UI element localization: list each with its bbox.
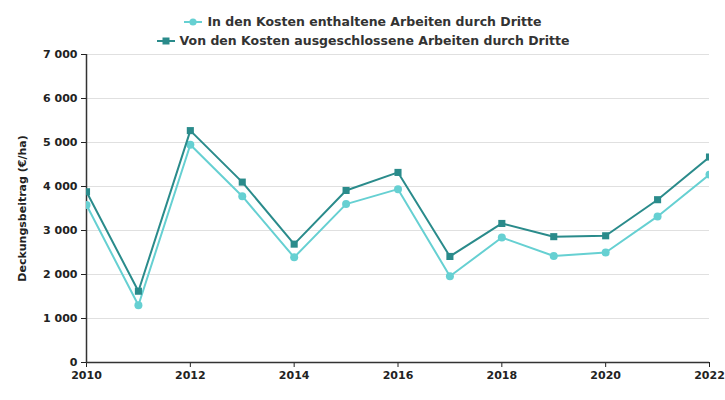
svg-text:3 000: 3 000 bbox=[43, 224, 78, 237]
svg-text:2018: 2018 bbox=[487, 369, 518, 382]
svg-text:5 000: 5 000 bbox=[43, 136, 78, 149]
svg-text:0: 0 bbox=[70, 356, 78, 369]
svg-text:2016: 2016 bbox=[383, 369, 414, 382]
svg-text:1 000: 1 000 bbox=[43, 312, 78, 325]
svg-text:2020: 2020 bbox=[590, 369, 621, 382]
html-text:In den Kosten enthaltene Arbei: In den Kosten enthaltene Arbeiten durch … bbox=[207, 14, 542, 29]
svg-text:6 000: 6 000 bbox=[43, 92, 78, 105]
svg-text:4 000: 4 000 bbox=[43, 180, 78, 193]
svg-text:Deckungsbeitrag (€/ha): Deckungsbeitrag (€/ha) bbox=[16, 135, 29, 281]
svg-text:2010: 2010 bbox=[71, 369, 102, 382]
svg-text:2 000: 2 000 bbox=[43, 268, 78, 281]
html-text:Von den Kosten ausgeschlossene: Von den Kosten ausgeschlossene Arbeiten … bbox=[179, 33, 570, 48]
svg-text:2022: 2022 bbox=[694, 369, 725, 382]
svg-text:2014: 2014 bbox=[279, 369, 310, 382]
svg-text:2012: 2012 bbox=[175, 369, 206, 382]
svg-text:7 000: 7 000 bbox=[43, 48, 78, 61]
